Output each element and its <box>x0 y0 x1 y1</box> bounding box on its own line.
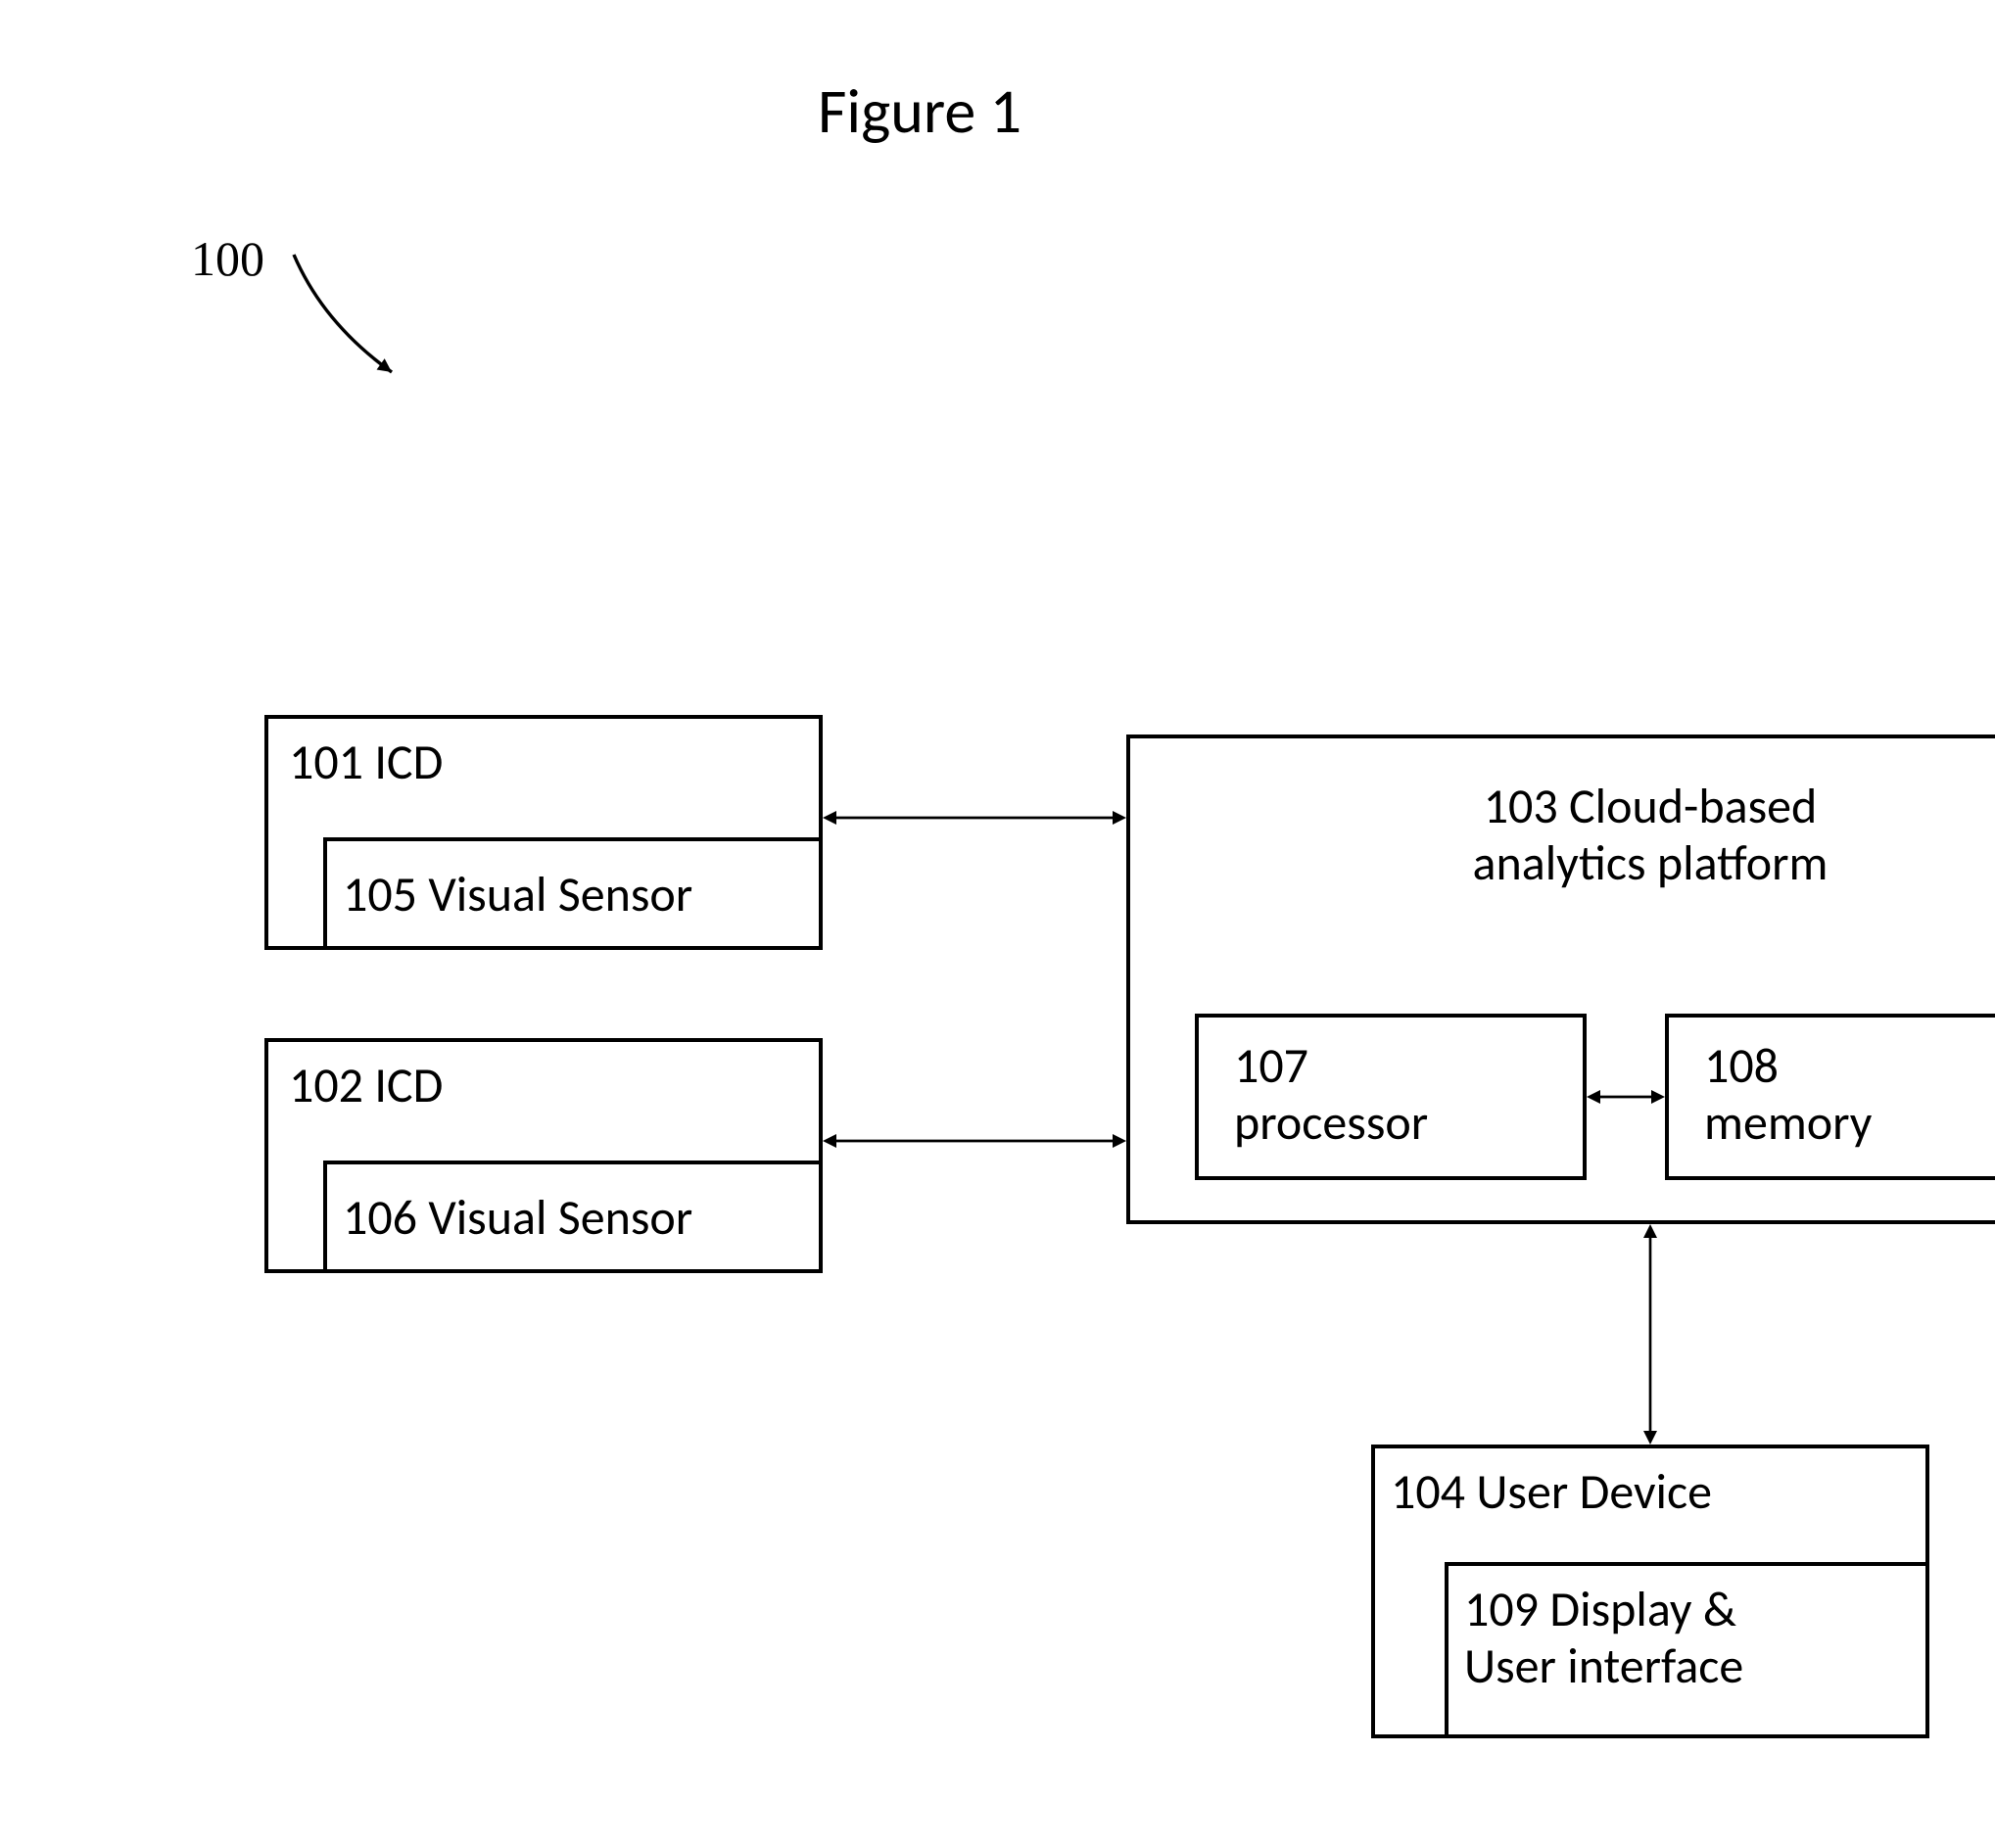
icd1-inner-label: 105 Visual Sensor <box>343 867 692 924</box>
user-device-label: 104 User Device <box>1391 1464 1712 1521</box>
icd1-label: 101 ICD <box>289 734 443 791</box>
figure-title: Figure 1 <box>818 73 1021 150</box>
diagram-canvas: Figure 1 100 101 ICD 105 Visual Sensor 1… <box>0 0 1995 1848</box>
processor-label: 107 processor <box>1234 1038 1428 1151</box>
icd2-label: 102 ICD <box>289 1058 443 1114</box>
memory-label: 108 memory <box>1704 1038 1872 1151</box>
figure-ref-number: 100 <box>191 230 264 287</box>
user-device-inner-label: 109 Display & User interface <box>1464 1582 1743 1694</box>
icd2-inner-label: 106 Visual Sensor <box>343 1190 692 1247</box>
cloud-label: 103 Cloud-based analytics platform <box>1332 779 1969 891</box>
